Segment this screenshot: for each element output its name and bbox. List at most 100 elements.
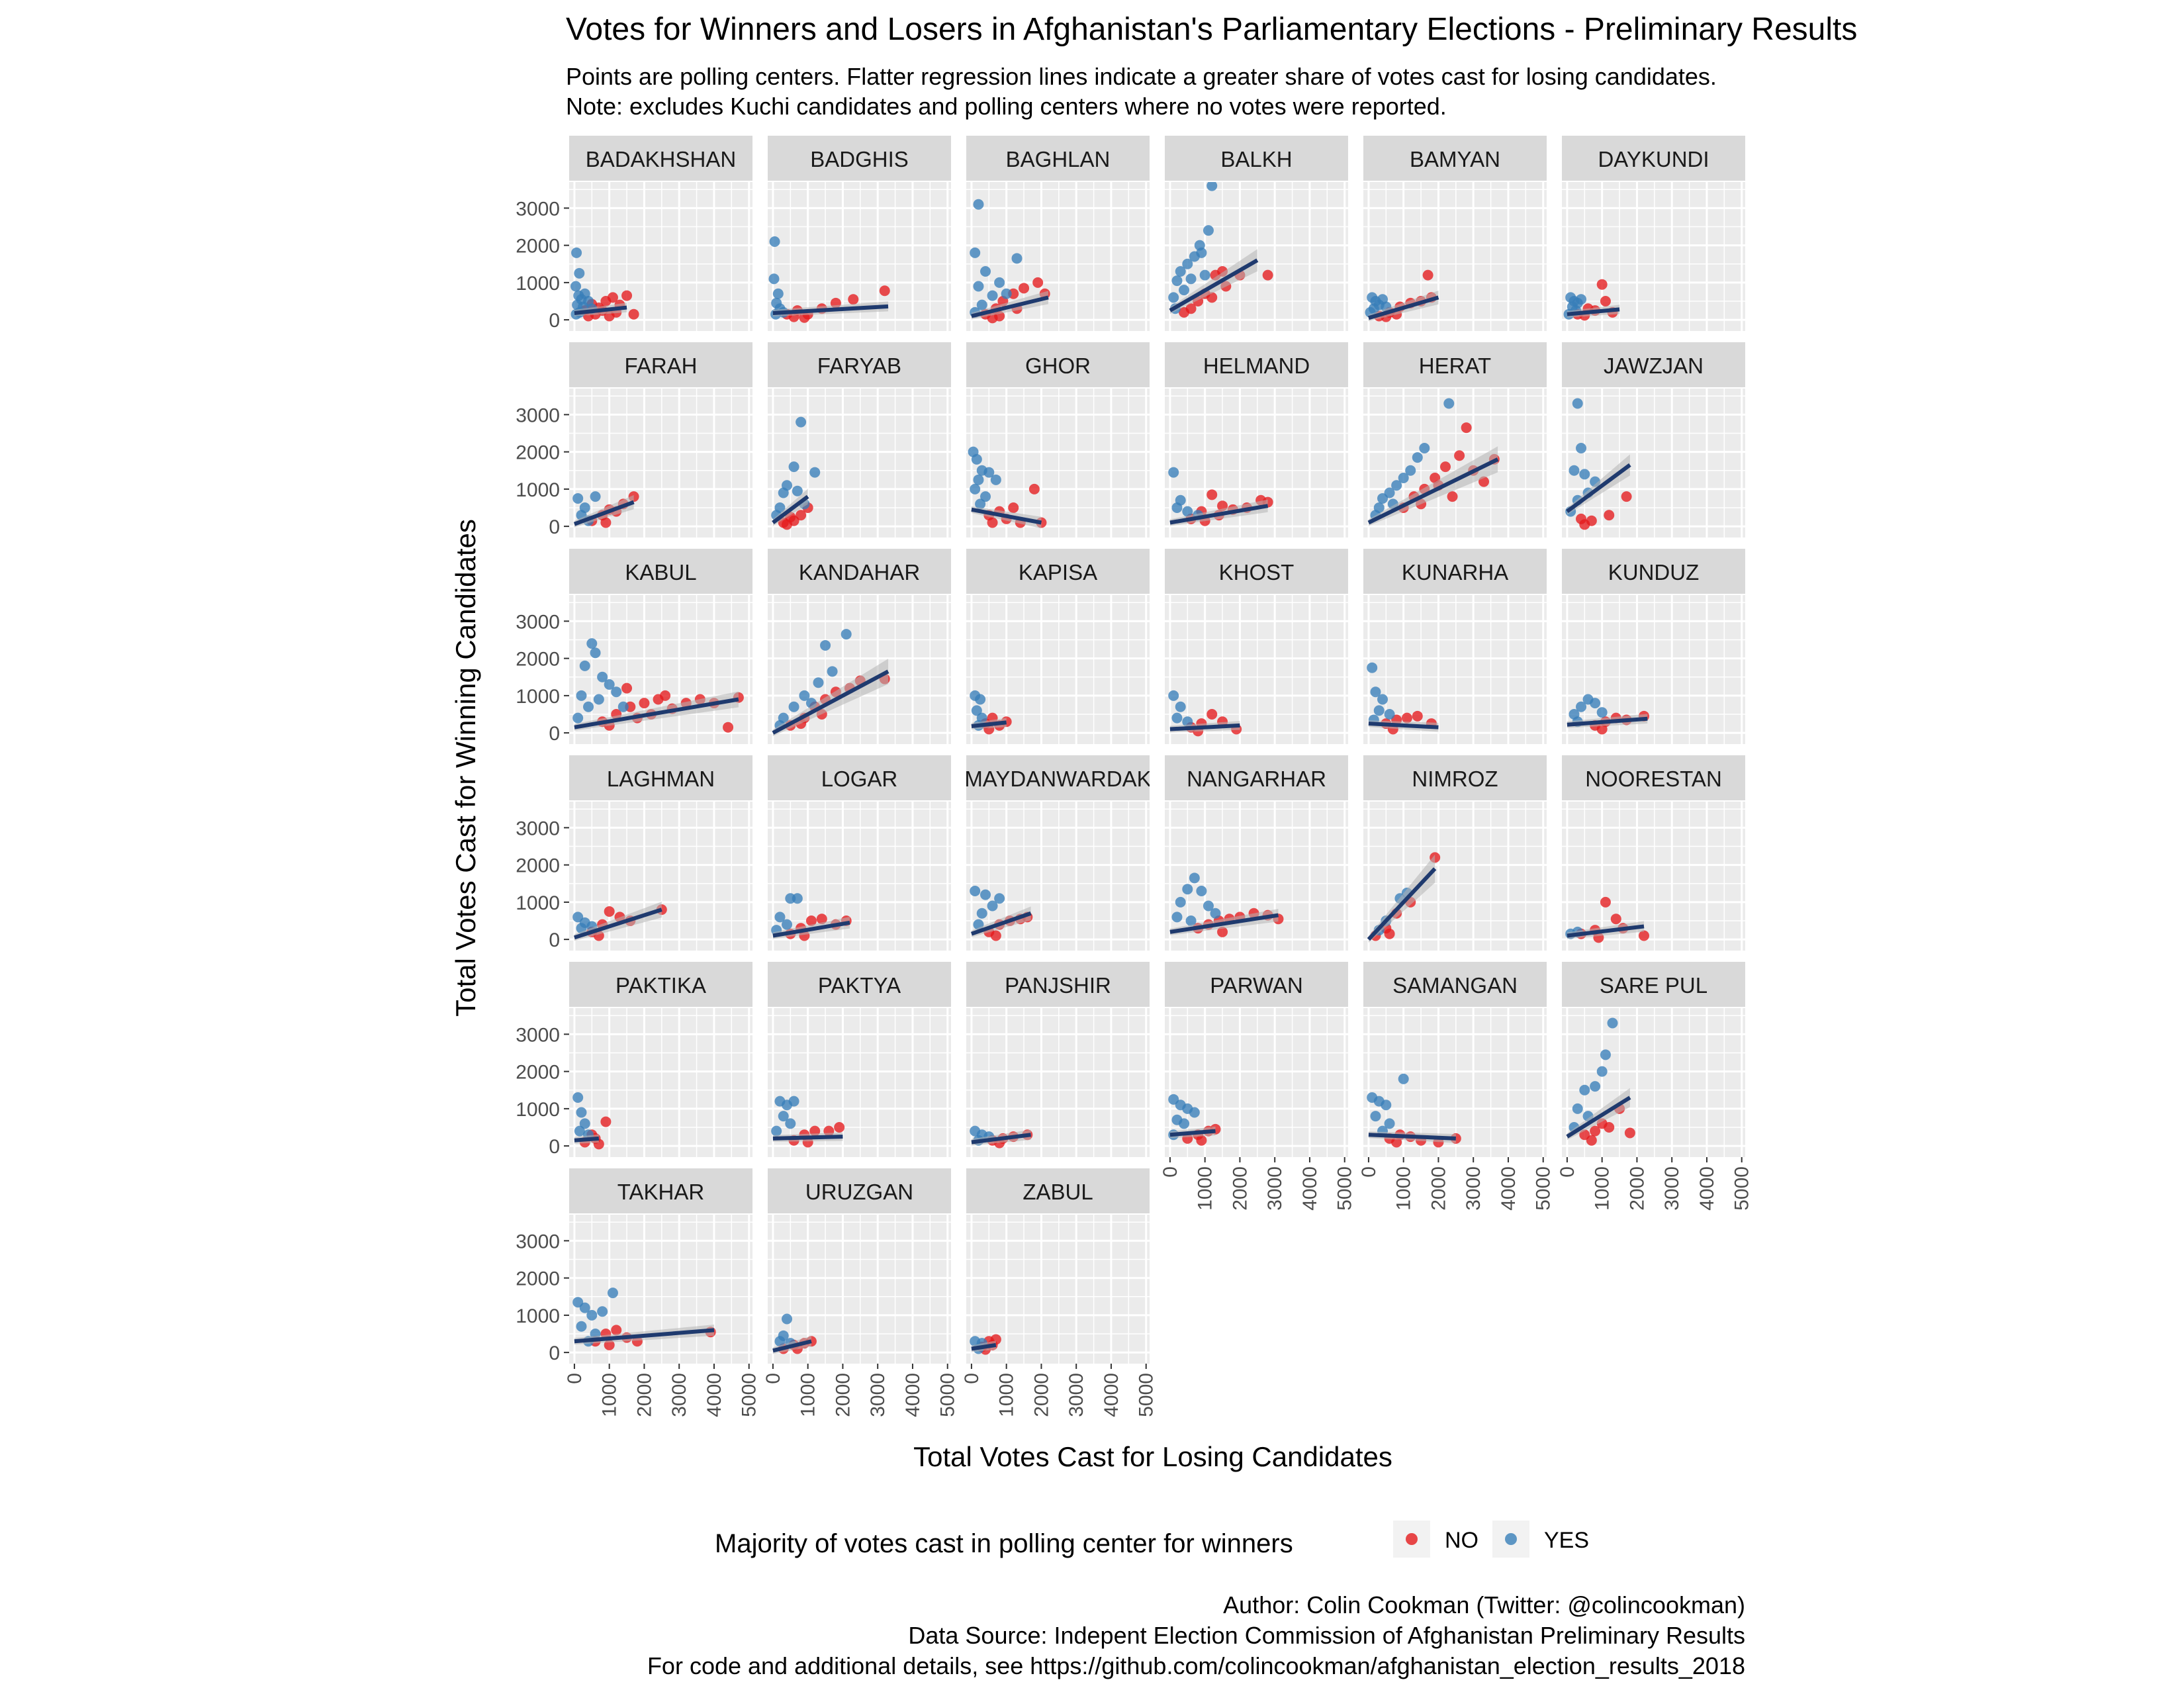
legend: Majority of votes cast in polling center… [715, 1521, 1589, 1558]
facet-strip [768, 755, 951, 800]
facet-panel-balkh: BALKH [1165, 136, 1348, 331]
point-yes [1175, 896, 1186, 908]
legend-key-yes-point [1505, 1533, 1517, 1545]
point-yes [827, 666, 838, 677]
y-tick-label: 0 [549, 516, 560, 538]
point-yes [576, 1321, 587, 1332]
point-no [1028, 483, 1040, 494]
facet-panel-laghman: LAGHMAN 0 1000 2000 3000 [516, 755, 752, 951]
plot-area [1367, 662, 1439, 735]
point-no [1206, 709, 1218, 720]
point-yes [586, 638, 598, 649]
point-no [607, 292, 618, 303]
point-yes [792, 893, 803, 904]
regression-line [1169, 1129, 1216, 1137]
panel-background [966, 1008, 1150, 1157]
plot-area [771, 416, 821, 530]
facet-strip-label: PAKTIKA [615, 973, 706, 998]
facet-strip-label: FARYAB [817, 353, 901, 378]
point-no [1412, 710, 1423, 722]
point-yes [994, 893, 1005, 904]
panel-background [1165, 595, 1348, 744]
regression-line [574, 305, 627, 315]
point-no [1579, 519, 1590, 530]
point-yes [572, 712, 584, 724]
point-yes [980, 491, 991, 502]
facet-strip-label: BAMYAN [1410, 147, 1500, 171]
facet-panel-kapisa: KAPISA [966, 549, 1150, 744]
plot-area [572, 1092, 612, 1150]
facet-strip-label: MAYDANWARDAK [964, 767, 1151, 791]
plot-area [572, 902, 667, 941]
y-tick-label: 0 [549, 1136, 560, 1158]
facet-panel-zabul: ZABUL 0 1000 2000 3000 4000 5000 [961, 1168, 1158, 1417]
plot-area [772, 1313, 817, 1354]
facet-strip [569, 342, 752, 387]
facet-panel-kunarha: KUNARHA [1363, 549, 1547, 744]
point-yes [1367, 662, 1378, 673]
regression-line [1169, 258, 1259, 312]
point-yes [604, 679, 615, 690]
x-tick-label: 2000 [633, 1373, 655, 1417]
point-yes [1168, 690, 1179, 701]
point-yes [570, 281, 582, 292]
regression-line [1367, 867, 1437, 941]
x-tick-label: 1000 [797, 1373, 819, 1417]
point-no [1600, 896, 1611, 908]
regression-line [1566, 463, 1631, 514]
facet-strip-label: FARAH [624, 353, 697, 378]
plot-area [1365, 269, 1439, 322]
point-yes [973, 199, 984, 210]
facet-strip-label: BADAKHSHAN [586, 147, 736, 171]
regression-line [1169, 723, 1240, 731]
y-tick-label: 1000 [516, 273, 560, 295]
point-yes [1182, 884, 1193, 895]
regression-line [970, 911, 1032, 936]
chart-subtitle-line-1: Points are polling centers. Flatter regr… [566, 63, 1717, 90]
point-yes [1001, 288, 1012, 299]
point-no [628, 308, 639, 320]
point-yes [768, 273, 780, 285]
facet-strip [966, 342, 1150, 387]
x-tick-label: 2000 [1626, 1166, 1648, 1211]
point-yes [572, 492, 584, 504]
point-no [1596, 279, 1608, 290]
facet-strip-label: SARE PUL [1600, 973, 1707, 998]
point-no [1206, 489, 1218, 500]
x-tick-label: 5000 [1731, 1166, 1753, 1211]
y-tick-label: 0 [549, 310, 560, 332]
regression-line [971, 1342, 997, 1351]
x-tick-label: 1000 [1393, 1166, 1415, 1211]
x-tick-label: 0 [1358, 1166, 1380, 1178]
x-tick-label: 5000 [1136, 1373, 1158, 1417]
facet-strip-label: URUZGAN [805, 1180, 913, 1204]
point-no [1008, 502, 1019, 513]
point-no [1401, 712, 1412, 724]
plot-area [1565, 896, 1649, 943]
point-no [1384, 928, 1395, 939]
x-tick-label: 5000 [1334, 1166, 1356, 1211]
point-yes [1189, 1107, 1200, 1118]
point-yes [820, 639, 831, 651]
x-tick-label: 3000 [1066, 1373, 1087, 1417]
point-yes [617, 701, 629, 712]
point-no [1461, 422, 1472, 434]
point-yes [1171, 912, 1183, 923]
y-tick-label: 2000 [516, 442, 560, 464]
regression-line [1567, 924, 1645, 938]
y-tick-label: 1000 [516, 686, 560, 708]
x-tick-label: 5000 [937, 1373, 959, 1417]
point-yes [1607, 1017, 1618, 1029]
point-yes [1384, 709, 1395, 720]
x-tick-label: 2000 [832, 1373, 854, 1417]
facet-strip [1363, 962, 1547, 1007]
facet-strip [1165, 962, 1348, 1007]
facet-strip-label: KUNDUZ [1608, 560, 1700, 585]
plot-area [771, 893, 852, 941]
point-yes [1412, 452, 1423, 463]
facet-strip-label: KANDAHAR [799, 560, 920, 585]
point-no [1179, 306, 1190, 318]
point-yes [980, 889, 991, 900]
point-yes [574, 1125, 585, 1137]
legend-label-yes: YES [1544, 1528, 1589, 1553]
